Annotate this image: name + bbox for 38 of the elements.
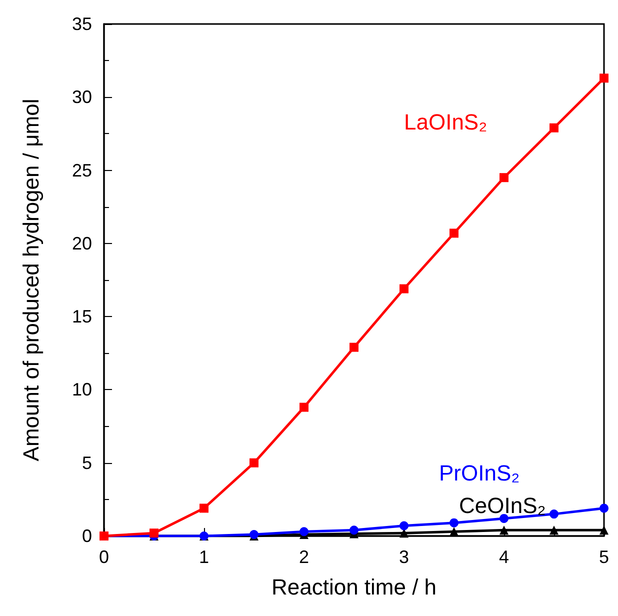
x-tick-label: 1 (198, 547, 210, 567)
y-tick-label: 0 (82, 526, 92, 546)
point (600, 74, 608, 83)
y-axis-title: Amount of produced hydrogen / μmol (18, 98, 44, 462)
point (550, 123, 558, 132)
point (300, 527, 308, 536)
point (450, 527, 458, 536)
point (350, 526, 358, 535)
series-label: LaOInS₂ (404, 110, 488, 135)
y-tick-label: 15 (72, 306, 92, 327)
point (550, 526, 558, 535)
point (550, 510, 558, 519)
point (400, 284, 408, 294)
y-tick-label: 20 (72, 233, 92, 254)
point (350, 342, 358, 352)
x-axis-title: Reaction time / h (271, 574, 437, 600)
y-tick-label: 10 (72, 380, 92, 400)
point (400, 521, 408, 530)
x-tick-label: 5 (598, 547, 610, 567)
point (450, 518, 458, 528)
point (250, 458, 258, 468)
point (300, 402, 308, 412)
y-tick-label: 30 (72, 87, 92, 108)
x-tick-label: 4 (498, 547, 510, 567)
y-tick-label: 5 (82, 452, 92, 473)
point (150, 528, 158, 538)
y-tick-label: 35 (72, 14, 92, 34)
point (600, 504, 608, 513)
point (200, 504, 208, 513)
series-label: PrOInS₂ (439, 460, 520, 486)
point (450, 228, 458, 238)
x-tick-label: 0 (98, 547, 110, 567)
point (500, 526, 508, 535)
x-tick-label: 3 (398, 547, 410, 567)
y-tick-label: 25 (72, 160, 92, 180)
x-tick-label: 2 (298, 547, 310, 567)
point (500, 173, 508, 182)
series-label: CeOInS₂ (459, 492, 546, 518)
